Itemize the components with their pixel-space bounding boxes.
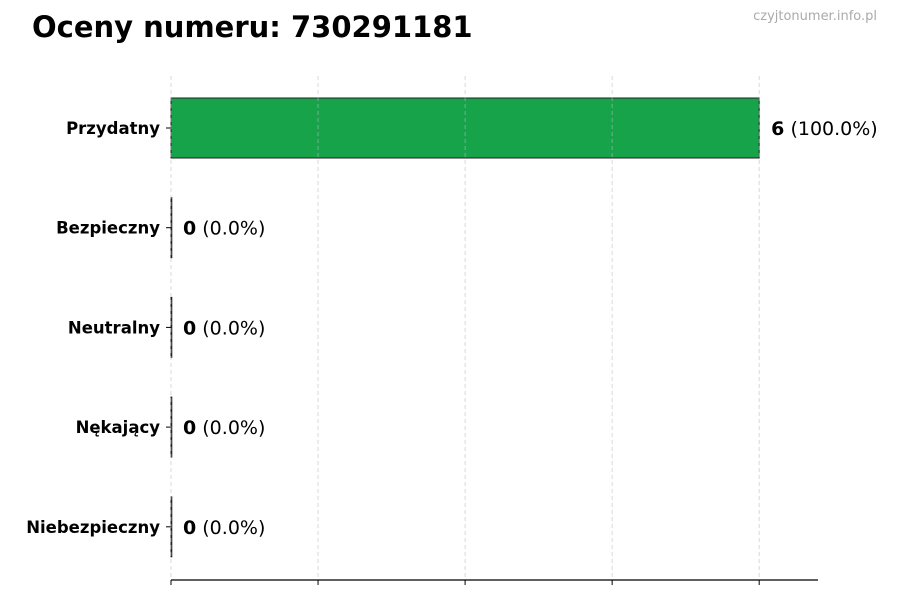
category-label-3: Nękający <box>76 418 161 437</box>
data-label-0: 6 (100.0%) <box>771 118 878 140</box>
chart-title: Oceny numeru: 730291181 <box>32 10 473 44</box>
category-label-2: Neutralny <box>68 318 160 337</box>
data-label-1: 0 (0.0%) <box>183 218 265 240</box>
percent-label: (0.0%) <box>196 517 265 539</box>
category-label-0: Przydatny <box>66 119 160 138</box>
value-label: 0 <box>183 317 196 339</box>
data-label-4: 0 (0.0%) <box>183 517 265 539</box>
percent-label: (0.0%) <box>196 317 265 339</box>
category-label-4: Niebezpieczny <box>26 518 160 537</box>
data-label-2: 0 (0.0%) <box>183 317 265 339</box>
bar-1 <box>170 197 173 259</box>
percent-label: (100.0%) <box>784 118 877 140</box>
value-label: 0 <box>183 517 196 539</box>
value-label: 6 <box>771 118 784 140</box>
percent-label: (0.0%) <box>196 218 265 240</box>
value-label: 0 <box>183 218 196 240</box>
category-label-1: Bezpieczny <box>56 219 160 238</box>
value-label: 0 <box>183 417 196 439</box>
percent-label: (0.0%) <box>196 417 265 439</box>
watermark: czyjtonumer.info.pl <box>753 9 877 24</box>
bar-2 <box>170 296 173 358</box>
data-label-3: 0 (0.0%) <box>183 417 265 439</box>
